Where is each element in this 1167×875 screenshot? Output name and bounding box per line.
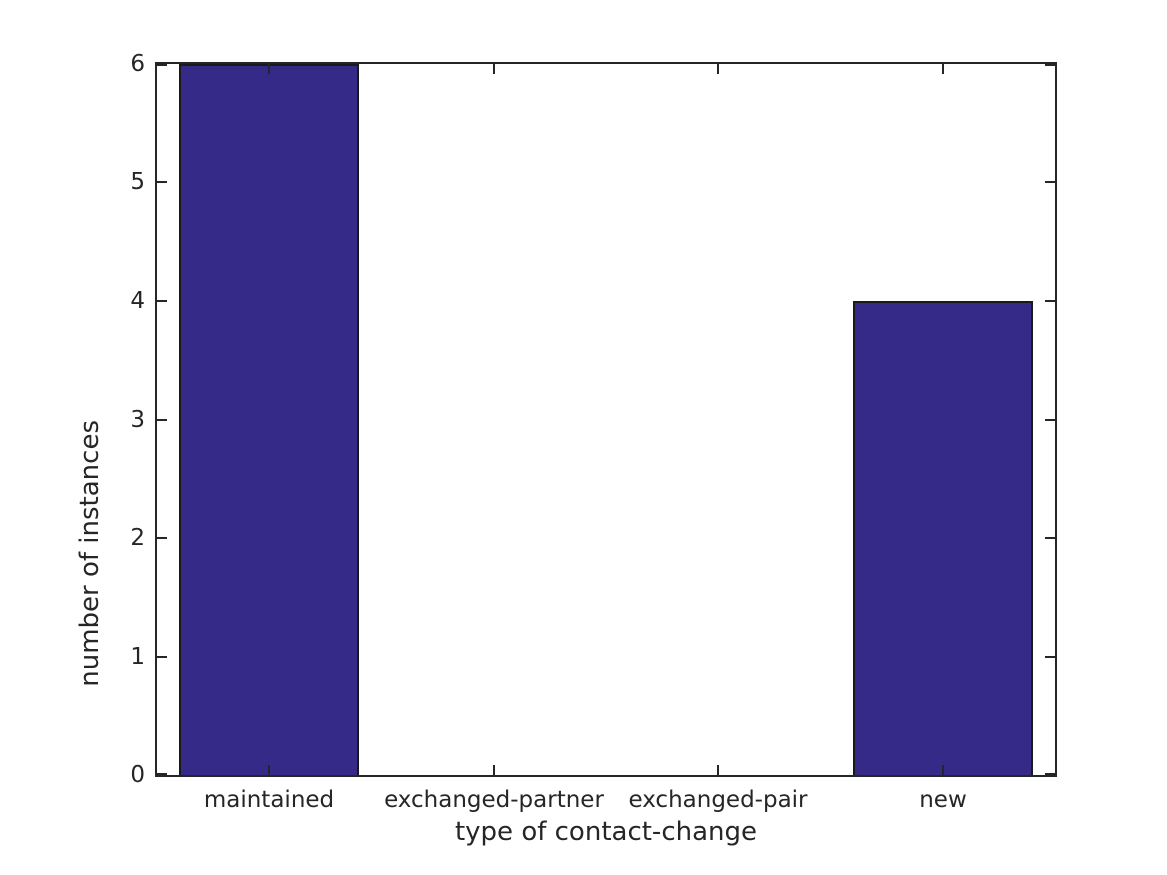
y-tick-right-2 [1045, 537, 1055, 539]
y-tick-label-0: 0 [130, 762, 145, 788]
x-tick-label-exchanged-pair: exchanged-pair [628, 787, 808, 813]
y-tick-label-5: 5 [130, 169, 145, 195]
y-tick-label-6: 6 [130, 51, 145, 77]
y-tick-label-1: 1 [130, 644, 145, 670]
y-tick-right-6 [1045, 64, 1055, 66]
y-tick-left-5 [157, 181, 167, 183]
y-tick-left-1 [157, 656, 167, 658]
x-tick-label-exchanged-partner: exchanged-partner [384, 787, 604, 813]
y-tick-label-3: 3 [130, 407, 145, 433]
y-tick-right-5 [1045, 181, 1055, 183]
y-tick-right-0 [1045, 773, 1055, 775]
x-tick-bottom-maintained [268, 765, 270, 775]
bar-maintained [179, 64, 359, 775]
x-tick-bottom-new [942, 765, 944, 775]
y-tick-left-0 [157, 773, 167, 775]
x-tick-top-new [942, 64, 944, 74]
y-tick-left-3 [157, 419, 167, 421]
y-tick-left-6 [157, 64, 167, 66]
x-tick-label-new: new [919, 787, 967, 813]
x-tick-bottom-exchanged-pair [717, 765, 719, 775]
x-tick-top-exchanged-pair [717, 64, 719, 74]
x-axis-label: type of contact-change [454, 817, 758, 847]
y-tick-right-4 [1045, 300, 1055, 302]
y-tick-right-3 [1045, 419, 1055, 421]
y-tick-left-4 [157, 300, 167, 302]
x-tick-top-maintained [268, 64, 270, 74]
y-tick-label-4: 4 [130, 288, 145, 314]
y-tick-label-2: 2 [130, 525, 145, 551]
y-tick-left-2 [157, 537, 167, 539]
x-tick-label-maintained: maintained [203, 787, 335, 813]
x-tick-bottom-exchanged-partner [493, 765, 495, 775]
y-tick-right-1 [1045, 656, 1055, 658]
bar-new [853, 301, 1033, 775]
x-tick-top-exchanged-partner [493, 64, 495, 74]
plot-area [155, 62, 1057, 777]
